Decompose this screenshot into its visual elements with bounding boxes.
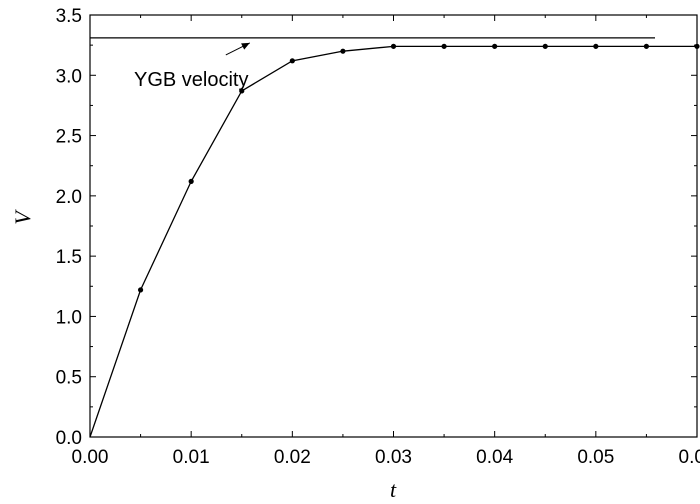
- data-point-marker: [542, 43, 548, 49]
- x-tick-label: 0.03: [375, 447, 412, 468]
- velocity-series-markers: [137, 43, 700, 293]
- data-point-marker: [340, 48, 346, 54]
- y-tick-label: 3.0: [56, 66, 82, 87]
- annotation-arrowhead: [241, 42, 250, 50]
- data-point-marker: [492, 43, 498, 49]
- x-axis-label: t: [390, 477, 397, 502]
- y-tick-label: 0.0: [56, 428, 82, 449]
- x-tick-label: 0.02: [274, 447, 311, 468]
- data-point-marker: [390, 43, 397, 49]
- x-tick-label: 0.04: [476, 447, 513, 468]
- data-point-marker: [441, 43, 447, 49]
- y-axis-label: V: [10, 209, 35, 225]
- annotation-label: YGB velocity: [134, 69, 248, 91]
- y-tick-labels: 0.0 0.5 1.0 1.5 2.0 2.5 3.0 3.5: [56, 6, 82, 449]
- data-point-marker: [289, 58, 295, 64]
- x-tick-labels: 0.00 0.01 0.02 0.03 0.04 0.05 0.06: [72, 447, 700, 468]
- data-point-marker: [137, 287, 144, 293]
- axis-ticks: [89, 14, 698, 438]
- y-tick-label: 0.5: [56, 368, 82, 389]
- y-tick-label: 2.0: [56, 187, 82, 208]
- x-tick-label: 0.06: [679, 447, 700, 468]
- y-tick-label: 3.5: [56, 6, 82, 27]
- y-tick-label: 2.5: [56, 127, 82, 148]
- y-tick-label: 1.0: [56, 307, 82, 328]
- data-point-marker: [694, 43, 700, 49]
- velocity-series-line: [89, 45, 697, 438]
- data-point-marker: [239, 88, 245, 94]
- data-point-marker: [643, 43, 650, 49]
- x-tick-label: 0.00: [72, 447, 109, 468]
- data-point-marker: [188, 178, 194, 184]
- x-tick-label: 0.01: [173, 447, 210, 468]
- data-point-marker: [593, 43, 599, 49]
- x-tick-label: 0.05: [577, 447, 614, 468]
- y-tick-label: 1.5: [56, 247, 82, 268]
